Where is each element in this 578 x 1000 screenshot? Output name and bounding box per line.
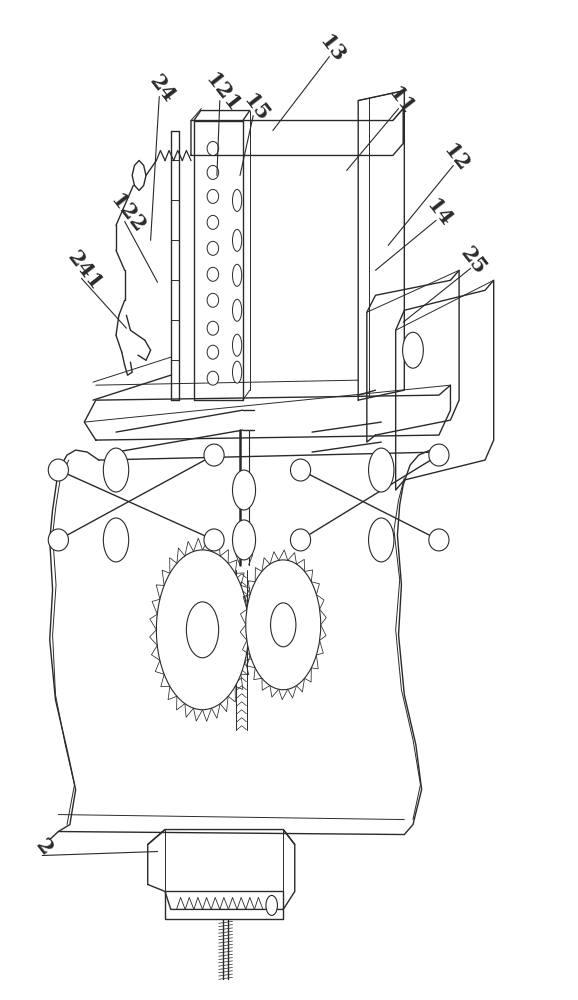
Ellipse shape — [290, 459, 310, 481]
Text: 2: 2 — [32, 836, 56, 859]
Circle shape — [103, 448, 129, 492]
Ellipse shape — [207, 267, 218, 281]
Ellipse shape — [232, 361, 242, 383]
Ellipse shape — [204, 529, 224, 551]
Text: 122: 122 — [106, 190, 149, 237]
Text: 24: 24 — [145, 71, 179, 106]
Circle shape — [232, 470, 255, 510]
Ellipse shape — [49, 459, 68, 481]
Ellipse shape — [232, 299, 242, 321]
Circle shape — [232, 520, 255, 560]
Ellipse shape — [207, 189, 218, 203]
Ellipse shape — [207, 215, 218, 229]
Circle shape — [186, 602, 218, 658]
Ellipse shape — [429, 529, 449, 551]
Text: 11: 11 — [384, 83, 418, 118]
Ellipse shape — [290, 529, 310, 551]
Text: 241: 241 — [63, 247, 106, 294]
Ellipse shape — [204, 444, 224, 466]
Circle shape — [246, 560, 321, 690]
Ellipse shape — [207, 371, 218, 385]
Circle shape — [369, 518, 394, 562]
Ellipse shape — [429, 444, 449, 466]
Text: 25: 25 — [457, 243, 490, 278]
Circle shape — [369, 448, 394, 492]
Ellipse shape — [207, 165, 218, 179]
Text: 12: 12 — [439, 140, 473, 175]
Ellipse shape — [232, 189, 242, 211]
Text: 14: 14 — [422, 195, 456, 230]
Ellipse shape — [49, 529, 68, 551]
Circle shape — [103, 518, 129, 562]
Circle shape — [157, 550, 249, 710]
Text: 121: 121 — [201, 69, 244, 116]
Circle shape — [403, 332, 423, 368]
Ellipse shape — [232, 334, 242, 356]
Ellipse shape — [232, 264, 242, 286]
Circle shape — [266, 895, 277, 915]
Text: 13: 13 — [316, 31, 349, 66]
Ellipse shape — [232, 229, 242, 251]
Ellipse shape — [207, 293, 218, 307]
Ellipse shape — [207, 321, 218, 335]
Text: 15: 15 — [239, 90, 273, 125]
Ellipse shape — [207, 345, 218, 359]
Circle shape — [271, 603, 296, 647]
Ellipse shape — [207, 141, 218, 155]
Ellipse shape — [207, 241, 218, 255]
